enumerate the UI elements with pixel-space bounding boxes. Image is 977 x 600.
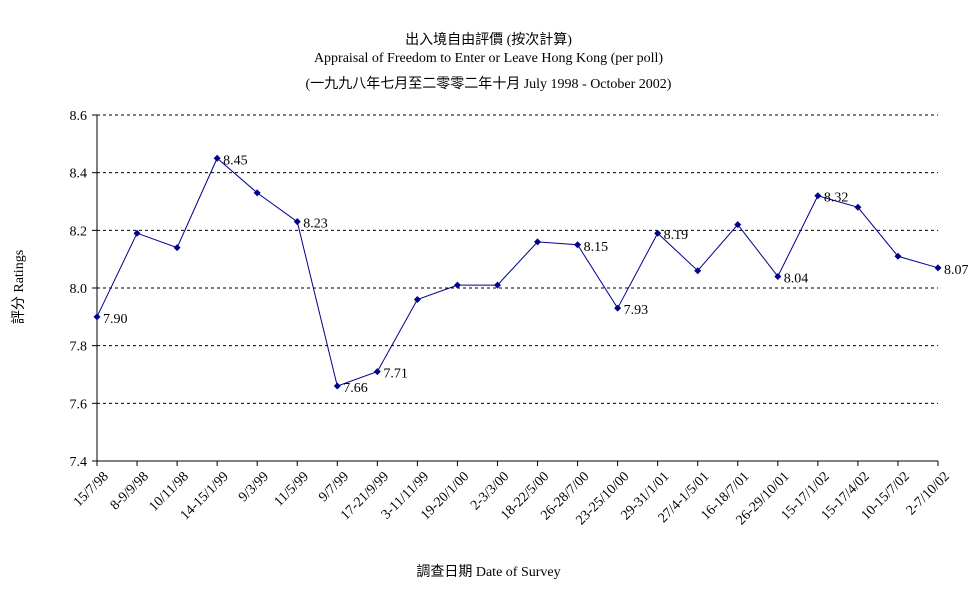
series-line	[96, 157, 939, 387]
chart-subtitle-period: (一九九八年七月至二零零二年十月 July 1998 - October 200…	[305, 77, 672, 92]
data-point	[814, 192, 822, 200]
data-point	[133, 229, 141, 237]
data-label: 7.90	[103, 312, 128, 327]
data-label: 8.07	[944, 263, 969, 278]
x-tick-label: 15/7/98	[71, 469, 112, 510]
data-point	[173, 244, 181, 252]
data-point	[93, 313, 101, 321]
x-tick-label: 11/5/99	[272, 469, 312, 509]
y-tick-label: 7.4	[70, 455, 88, 470]
data-point	[934, 264, 942, 272]
data-point	[333, 382, 341, 390]
y-tick-label: 8.6	[70, 109, 88, 124]
x-axis-title: 調查日期 Date of Survey	[416, 565, 561, 580]
data-label: 7.71	[383, 367, 408, 382]
y-tick-label: 7.6	[70, 397, 88, 412]
x-tick-label: 9/3/99	[236, 469, 272, 505]
data-label: 8.32	[824, 191, 849, 206]
data-point	[534, 238, 542, 246]
data-point	[894, 252, 902, 260]
data-point	[493, 281, 501, 289]
data-point	[774, 272, 782, 280]
data-point	[574, 241, 582, 249]
data-point	[253, 189, 261, 197]
y-tick-label: 8.4	[70, 167, 88, 182]
chart-subtitle: Appraisal of Freedom to Enter or Leave H…	[313, 51, 664, 66]
data-point	[453, 281, 461, 289]
data-point	[614, 304, 622, 312]
data-label: 8.45	[223, 153, 248, 168]
y-tick-label: 8.2	[70, 224, 88, 239]
data-point	[373, 368, 381, 376]
data-point	[293, 218, 301, 226]
data-label: 8.23	[303, 217, 328, 232]
data-point	[213, 154, 221, 162]
data-point	[694, 267, 702, 275]
data-label: 7.93	[624, 303, 649, 318]
data-label: 8.15	[584, 240, 609, 255]
data-point	[413, 296, 421, 304]
data-label: 8.04	[784, 271, 809, 286]
y-tick-label: 7.8	[70, 340, 88, 355]
y-tick-label: 8.0	[70, 282, 88, 297]
chart-title: 出入境自由評價 (按次計算)	[405, 33, 572, 48]
data-point	[854, 203, 862, 211]
data-point	[734, 221, 742, 229]
x-tick-label: 8-9/9/98	[108, 469, 152, 513]
x-tick-label: 9/7/99	[316, 469, 352, 505]
data-label: 8.19	[664, 228, 689, 243]
x-tick-label: 2-7/10/02	[904, 469, 953, 518]
data-point	[654, 229, 662, 237]
data-label: 7.66	[343, 381, 368, 396]
y-axis-title: 評分 Ratings	[12, 249, 27, 325]
